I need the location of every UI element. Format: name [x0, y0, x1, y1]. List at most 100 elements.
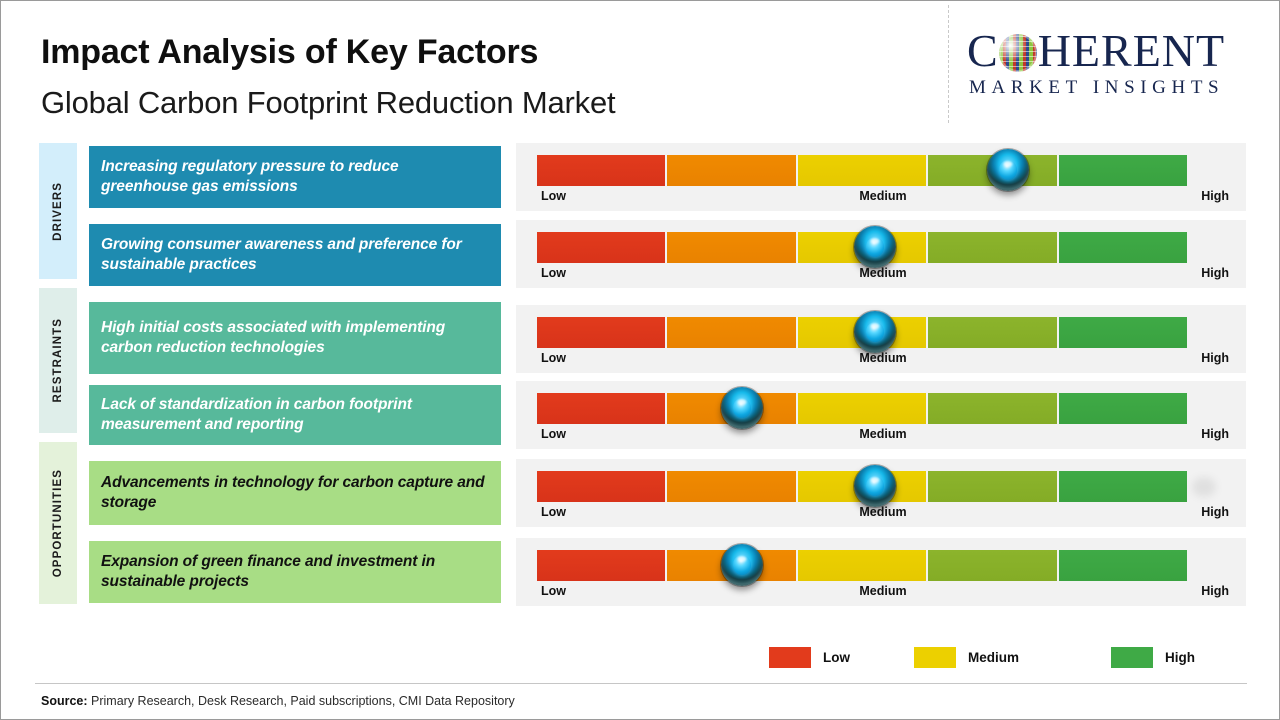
bar-segment-4 — [928, 471, 1059, 502]
scale-label-medium: Medium — [859, 505, 907, 519]
factor-text: Increasing regulatory pressure to reduce… — [101, 158, 399, 195]
bar-segment-1 — [537, 155, 668, 186]
scale-label-low: Low — [541, 427, 566, 441]
scale-label-medium: Medium — [859, 189, 907, 203]
impact-bar — [537, 317, 1188, 348]
logo-letters-herent: HERENT — [1037, 25, 1226, 76]
bar-segment-2 — [667, 232, 798, 263]
source-note: Source: Primary Research, Desk Research,… — [41, 694, 515, 708]
impact-scale: Low Medium High — [516, 381, 1246, 449]
logo-tagline: MARKET INSIGHTS — [969, 77, 1225, 98]
legend-item-high: High — [1111, 647, 1195, 668]
legend-item-low: Low — [769, 647, 850, 668]
category-strip-restraints: RESTRAINTS — [39, 288, 77, 433]
impact-scale: Low Medium High — [516, 220, 1246, 288]
factor-box[interactable]: Increasing regulatory pressure to reduce… — [89, 146, 501, 208]
bar-segment-1 — [537, 393, 668, 424]
scale-label-high: High — [1201, 266, 1229, 280]
impact-bar — [537, 232, 1188, 263]
factor-box[interactable]: High initial costs associated with imple… — [89, 302, 501, 374]
scale-label-low: Low — [541, 266, 566, 280]
scale-label-medium: Medium — [859, 266, 907, 280]
bar-segment-2 — [667, 317, 798, 348]
bar-segment-1 — [537, 471, 668, 502]
scale-axis-labels: Low Medium High — [537, 266, 1229, 284]
impact-marker[interactable] — [854, 226, 896, 268]
page-title: Impact Analysis of Key Factors — [41, 33, 539, 71]
scale-label-medium: Medium — [859, 584, 907, 598]
source-text: Primary Research, Desk Research, Paid su… — [87, 694, 515, 708]
bar-segment-4 — [928, 393, 1059, 424]
factor-text: Lack of standardization in carbon footpr… — [101, 396, 412, 433]
factor-box[interactable]: Expansion of green finance and investmen… — [89, 541, 501, 603]
factor-box[interactable]: Growing consumer awareness and preferenc… — [89, 224, 501, 286]
bar-segment-2 — [667, 471, 798, 502]
impact-bar — [537, 155, 1188, 186]
bar-segment-5 — [1058, 393, 1188, 424]
impact-marker[interactable] — [987, 149, 1029, 191]
scale-label-medium: Medium — [859, 427, 907, 441]
bar-segment-4 — [928, 232, 1059, 263]
footer-divider — [35, 683, 1247, 684]
scale-label-low: Low — [541, 505, 566, 519]
factor-box[interactable]: Advancements in technology for carbon ca… — [89, 461, 501, 525]
impact-scale: Low Medium High — [516, 538, 1246, 606]
bar-segment-5 — [1058, 155, 1188, 186]
impact-marker[interactable] — [854, 465, 896, 507]
impact-bar — [537, 393, 1188, 424]
bar-segment-5 — [1058, 317, 1188, 348]
bar-segment-1 — [537, 317, 668, 348]
bar-segment-1 — [537, 550, 668, 581]
header-dashed-divider — [948, 5, 949, 123]
legend-label-medium: Medium — [968, 650, 1020, 665]
scale-axis-labels: Low Medium High — [537, 189, 1229, 207]
impact-marker[interactable] — [721, 544, 763, 586]
scale-label-low: Low — [541, 189, 566, 203]
scale-label-high: High — [1201, 505, 1229, 519]
legend-label-high: High — [1165, 650, 1195, 665]
header: Impact Analysis of Key Factors Global Ca… — [1, 1, 1280, 133]
bar-segment-5 — [1058, 550, 1188, 581]
category-strip-drivers: DRIVERS — [39, 143, 77, 279]
page-subtitle: Global Carbon Footprint Reduction Market — [41, 85, 616, 120]
scale-label-high: High — [1201, 351, 1229, 365]
scale-label-medium: Medium — [859, 351, 907, 365]
impact-scale: Low Medium High — [516, 305, 1246, 373]
legend-swatch-low — [769, 647, 811, 668]
bar-segment-5 — [1058, 471, 1188, 502]
bar-segment-3 — [797, 155, 929, 186]
scale-label-low: Low — [541, 351, 566, 365]
bar-segment-5 — [1058, 232, 1188, 263]
impact-bar — [537, 550, 1188, 581]
table-row: Expansion of green finance and investmen… — [1, 537, 1280, 609]
globe-dots-icon — [998, 34, 1037, 72]
table-row: High initial costs associated with imple… — [1, 299, 1280, 377]
bar-segment-3 — [797, 550, 929, 581]
scale-axis-labels: Low Medium High — [537, 505, 1229, 523]
factor-text: Growing consumer awareness and preferenc… — [101, 236, 462, 273]
legend-item-medium: Medium — [914, 647, 1019, 668]
logo-wordmark: C HERENT — [967, 27, 1259, 75]
company-logo: C HERENT MARKET INSIGHTS — [967, 27, 1259, 105]
scale-axis-labels: Low Medium High — [537, 584, 1229, 602]
category-strip-opportunities: OPPORTUNITIES — [39, 442, 77, 604]
scale-label-high: High — [1201, 427, 1229, 441]
impact-marker[interactable] — [854, 311, 896, 353]
legend: Low Medium High — [1, 641, 1280, 675]
table-row: Advancements in technology for carbon ca… — [1, 459, 1280, 535]
bar-segment-4 — [928, 550, 1059, 581]
bar-segment-2 — [667, 155, 798, 186]
scale-label-high: High — [1201, 584, 1229, 598]
table-row: Increasing regulatory pressure to reduce… — [1, 141, 1280, 213]
bar-segment-3 — [797, 393, 929, 424]
table-row: Growing consumer awareness and preferenc… — [1, 220, 1280, 292]
legend-swatch-medium — [914, 647, 956, 668]
factor-text: High initial costs associated with imple… — [101, 319, 446, 356]
factor-box[interactable]: Lack of standardization in carbon footpr… — [89, 385, 501, 445]
impact-scale: Low Medium High — [516, 459, 1246, 527]
legend-label-low: Low — [823, 650, 850, 665]
impact-marker[interactable] — [721, 387, 763, 429]
source-label: Source: — [41, 694, 88, 708]
scale-label-high: High — [1201, 189, 1229, 203]
